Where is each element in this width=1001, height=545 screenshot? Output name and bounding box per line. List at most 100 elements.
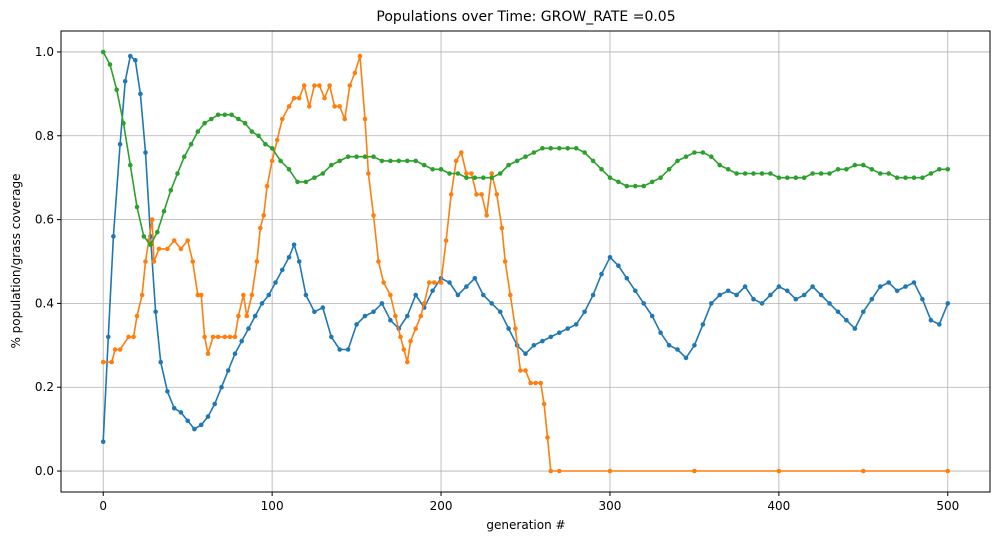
- data-point: [506, 162, 511, 168]
- data-point: [894, 175, 900, 180]
- data-point: [215, 334, 221, 340]
- data-point: [861, 309, 866, 315]
- data-point: [548, 146, 554, 151]
- data-point: [675, 158, 680, 164]
- data-point: [151, 259, 157, 264]
- data-point: [641, 301, 646, 306]
- data-point: [502, 259, 508, 264]
- data-point: [692, 150, 697, 155]
- data-point: [438, 167, 444, 172]
- data-point: [479, 192, 484, 197]
- data-point: [354, 322, 359, 327]
- data-point: [528, 380, 533, 386]
- data-point: [121, 120, 126, 126]
- data-point: [413, 158, 419, 164]
- data-point: [205, 351, 211, 357]
- data-point: [388, 158, 393, 164]
- data-point: [263, 141, 268, 147]
- data-point: [393, 313, 398, 319]
- data-point: [497, 309, 503, 315]
- data-point: [317, 83, 322, 88]
- plot-frame: [60, 30, 991, 493]
- data-point: [497, 171, 503, 176]
- data-point: [195, 129, 201, 134]
- data-point: [280, 267, 285, 273]
- data-point: [776, 175, 782, 180]
- series-line: [102, 51, 948, 246]
- data-point: [538, 380, 543, 386]
- data-point: [523, 154, 528, 159]
- y-tick-label: 0.6: [35, 213, 54, 227]
- data-point: [861, 468, 866, 474]
- data-point: [371, 309, 376, 315]
- data-point: [709, 154, 714, 159]
- data-point: [138, 91, 143, 97]
- data-point: [155, 229, 160, 235]
- data-point: [141, 234, 147, 239]
- data-point: [785, 288, 790, 294]
- data-point: [198, 422, 204, 428]
- data-point: [296, 95, 302, 101]
- data-point: [354, 154, 359, 159]
- grid: [61, 31, 990, 492]
- data-point: [801, 175, 807, 180]
- data-point: [239, 338, 244, 344]
- data-point: [599, 167, 604, 172]
- data-point: [599, 271, 604, 277]
- data-point: [607, 468, 613, 474]
- x-tick-label: 300: [599, 499, 622, 513]
- data-point: [190, 259, 195, 264]
- data-point: [641, 183, 646, 189]
- data-point: [590, 292, 596, 298]
- data-point: [153, 309, 158, 315]
- data-point: [352, 70, 358, 76]
- data-point: [182, 154, 187, 159]
- data-point: [131, 334, 136, 340]
- series-line: [103, 55, 948, 472]
- data-point: [337, 158, 343, 164]
- x-tick-label: 200: [430, 499, 453, 513]
- data-point: [692, 343, 697, 348]
- data-point: [548, 468, 554, 474]
- data-point: [109, 359, 114, 365]
- data-point: [312, 309, 317, 315]
- data-point: [945, 468, 951, 474]
- data-point: [246, 326, 251, 331]
- data-point: [106, 334, 111, 340]
- data-point: [156, 246, 162, 252]
- data-point: [531, 343, 537, 348]
- data-point: [205, 414, 211, 419]
- y-axis-label: % population/grass coverage: [9, 173, 23, 348]
- data-point: [472, 276, 478, 281]
- data-point: [683, 154, 689, 159]
- chart-title: Populations over Time: GROW_RATE =0.05: [376, 9, 675, 25]
- data-point: [171, 405, 177, 411]
- data-point: [658, 175, 663, 180]
- data-point: [565, 146, 570, 151]
- data-point: [725, 167, 731, 172]
- data-point: [254, 259, 260, 264]
- data-point: [835, 167, 841, 172]
- data-point: [453, 158, 459, 164]
- data-point: [185, 238, 190, 243]
- data-point: [725, 288, 731, 294]
- data-point: [149, 217, 155, 222]
- data-point: [801, 292, 807, 298]
- data-point: [301, 83, 307, 88]
- x-axis-label: generation #: [486, 518, 565, 532]
- data-point: [227, 334, 233, 340]
- data-point: [717, 292, 722, 298]
- data-point: [649, 313, 655, 319]
- data-point: [573, 322, 579, 327]
- data-point: [692, 468, 697, 474]
- data-point: [852, 162, 858, 168]
- data-point: [337, 104, 343, 109]
- data-point: [903, 175, 908, 180]
- data-point: [296, 259, 302, 264]
- data-point: [303, 292, 309, 298]
- data-point: [371, 213, 376, 218]
- data-point: [540, 338, 545, 344]
- data-point: [178, 410, 184, 415]
- data-point: [128, 53, 133, 59]
- data-point: [447, 280, 452, 285]
